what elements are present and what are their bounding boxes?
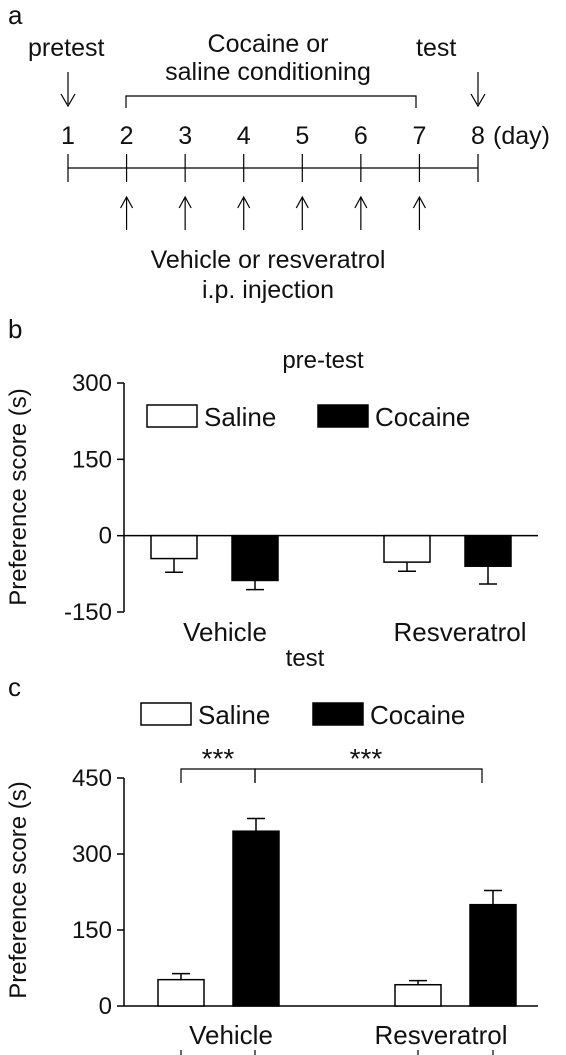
bar-saline-vehicle <box>157 978 205 1007</box>
day-label: 6 <box>354 122 368 150</box>
category-label: Resveratrol <box>394 617 527 647</box>
legend-label: Cocaine <box>370 700 465 730</box>
day-label: 8 <box>471 122 485 150</box>
y-tick-label: 0 <box>99 993 112 1020</box>
bar-cocaine-vehicle <box>232 830 280 1007</box>
legend-swatch <box>140 702 192 726</box>
y-tick-label: 300 <box>72 370 112 397</box>
day-label: 5 <box>295 122 309 150</box>
bar-cocaine-vehicle <box>231 534 279 582</box>
injection-arrow-head <box>354 195 368 209</box>
conditioning-bracket <box>125 95 417 108</box>
injection-label-line2: i.p. injection <box>202 276 334 304</box>
bar-cocaine-resveratrol <box>469 903 517 1007</box>
legend-swatch <box>312 702 364 726</box>
significance-stars: *** <box>350 743 383 774</box>
bar-saline-resveratrol <box>383 534 431 563</box>
chart-pre-test: b pre-test Preference score (s) Saline Co… <box>5 314 538 647</box>
conditioning-label-line2: saline conditioning <box>165 58 371 86</box>
category-label: Vehicle <box>183 617 267 647</box>
bar-cocaine-resveratrol <box>464 534 512 567</box>
legend-label: Cocaine <box>375 402 470 432</box>
pretest-label: pretest <box>28 34 104 62</box>
legend-label: Saline <box>198 700 270 730</box>
significance-stars: *** <box>202 743 235 774</box>
y-tick-label: 300 <box>72 841 112 868</box>
injection-arrow-head <box>412 195 426 209</box>
day-label: 2 <box>120 122 134 150</box>
conditioning-label-line1: Cocaine or <box>208 30 329 58</box>
bar-saline-resveratrol <box>394 983 442 1007</box>
timeline-ticks <box>67 154 479 182</box>
category-label: Vehicle <box>189 1020 273 1050</box>
panel-a-timeline: a pretest test Cocaine or saline conditi… <box>8 0 550 304</box>
chart-test: c test Preference score (s) Saline Cocain… <box>5 645 538 1055</box>
injection-arrow-head <box>237 195 251 209</box>
chart-c-title: test <box>286 645 325 672</box>
injection-label-line1: Vehicle or resveratrol <box>151 246 386 274</box>
significance-bracket <box>254 768 483 783</box>
legend-swatch <box>317 404 369 428</box>
chart-b-legend: Saline Cocaine <box>146 402 470 432</box>
panel-a-label: a <box>8 0 23 30</box>
y-tick-label: 150 <box>72 446 112 473</box>
y-tick-label: 150 <box>72 917 112 944</box>
chart-b-title: pre-test <box>282 347 364 374</box>
legend-label: Saline <box>204 402 276 432</box>
legend-swatch <box>146 404 198 428</box>
y-tick-label: 450 <box>72 765 112 792</box>
injection-arrow-head <box>295 195 309 209</box>
injection-arrow-head <box>120 195 134 209</box>
y-tick-label: 0 <box>99 523 112 550</box>
chart-b-ylabel: Preference score (s) <box>5 388 32 605</box>
day-unit-label: (day) <box>493 122 550 150</box>
category-label: Resveratrol <box>375 1020 508 1050</box>
injection-arrows <box>120 195 426 230</box>
day-label: 1 <box>61 122 75 150</box>
pretest-arrow-head <box>60 93 76 108</box>
day-label: 4 <box>237 122 251 150</box>
panel-b-label: b <box>8 314 22 344</box>
test-label: test <box>416 34 456 62</box>
panel-c-label: c <box>8 672 21 702</box>
bar-saline-vehicle <box>150 534 198 560</box>
test-arrow-head <box>470 93 486 108</box>
injection-arrow-head <box>178 195 192 209</box>
chart-b-plot: -150 0 150 300 Vehicle Resveratrol <box>64 370 538 647</box>
y-tick-label: -150 <box>64 599 112 626</box>
day-label: 7 <box>412 122 426 150</box>
day-label: 3 <box>178 122 192 150</box>
day-labels: 1 2 3 4 5 6 7 8 <box>61 122 485 150</box>
chart-c-legend: Saline Cocaine <box>140 700 465 730</box>
chart-c-plot: 0 150 300 450 Vehicle Resveratrol *** *** <box>72 743 538 1055</box>
chart-c-ylabel: Preference score (s) <box>5 781 32 998</box>
